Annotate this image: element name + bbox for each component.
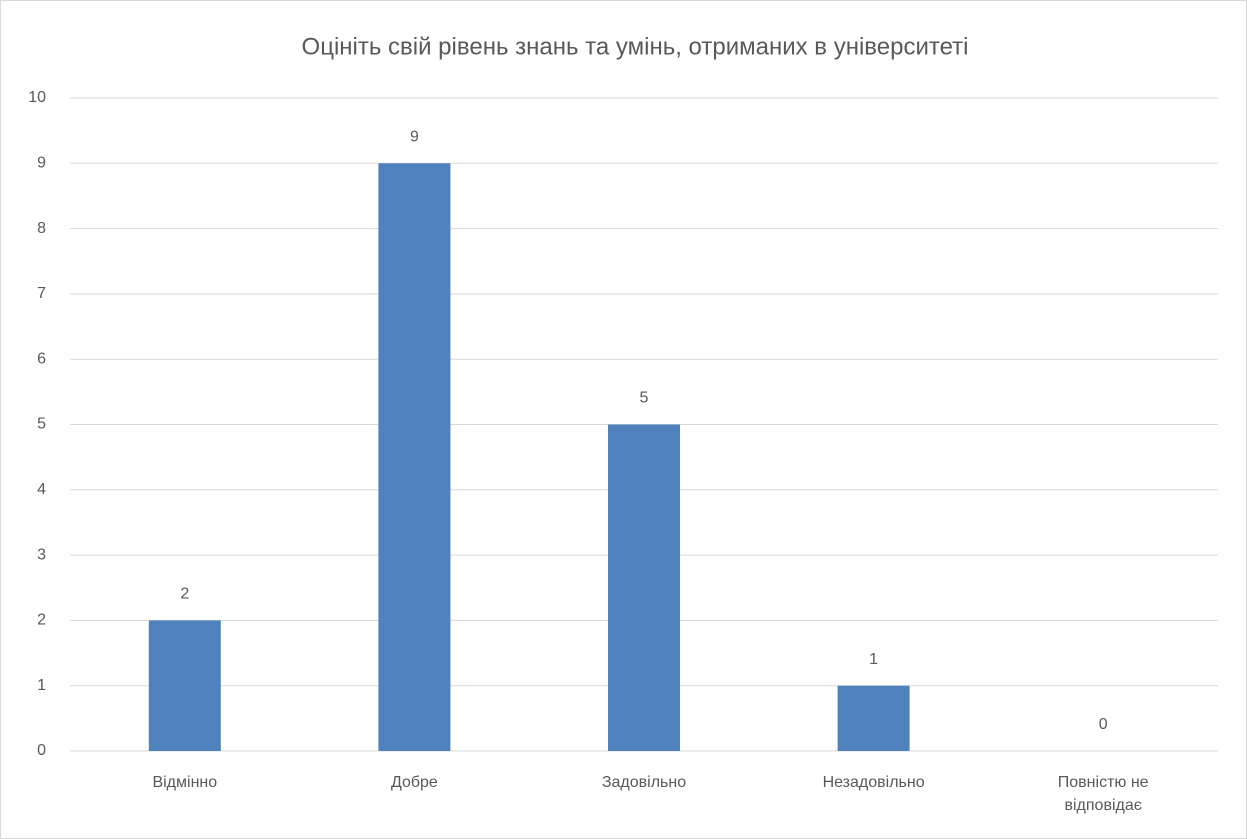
data-label: 1 bbox=[869, 651, 878, 668]
y-tick-label: 1 bbox=[37, 677, 46, 694]
x-tick-label: Повністю не відповідає bbox=[1057, 774, 1149, 814]
y-tick-label: 0 bbox=[37, 742, 46, 759]
y-tick-label: 6 bbox=[37, 350, 46, 367]
data-label: 9 bbox=[410, 129, 419, 146]
y-tick-label: 4 bbox=[37, 481, 46, 498]
y-tick-label: 5 bbox=[37, 416, 46, 433]
y-tick-label: 8 bbox=[37, 220, 46, 237]
y-tick-label: 9 bbox=[37, 155, 46, 172]
data-label: 5 bbox=[640, 390, 649, 407]
bar bbox=[608, 424, 680, 751]
data-label: 0 bbox=[1099, 716, 1108, 733]
y-tick-label: 3 bbox=[37, 546, 46, 563]
y-tick-label: 2 bbox=[37, 612, 46, 629]
data-label: 2 bbox=[180, 586, 189, 603]
chart-title: Оцініть свій рівень знань та умінь, отри… bbox=[302, 33, 969, 60]
y-tick-label: 10 bbox=[28, 89, 46, 106]
bar bbox=[378, 163, 451, 752]
x-tick-label: Відмінно bbox=[152, 774, 218, 791]
bar bbox=[837, 685, 910, 751]
x-tick-label: Задовільно bbox=[601, 774, 687, 791]
bar bbox=[148, 620, 221, 751]
x-tick-label: Добре bbox=[390, 774, 438, 791]
x-tick-label: Незадовільно bbox=[822, 774, 925, 791]
y-tick-label: 7 bbox=[37, 285, 46, 302]
